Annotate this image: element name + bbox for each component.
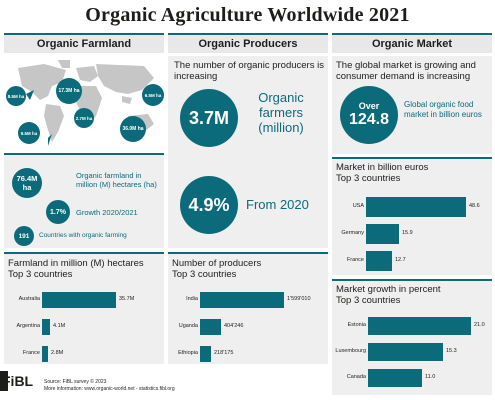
bar [366,224,399,244]
bar-value-label: 48.6 [469,203,480,209]
bar-category-label: Ethiopia [178,350,198,356]
map-bubble-latin-america: 9.5M ha [18,122,40,144]
footer-source: Source: FiBL survey © 2023 [44,379,107,385]
market-chart1-subtitle: Top 3 countries [336,173,401,184]
land-chart-subtitle: Top 3 countries [8,269,73,280]
bar-value-label: 404'246 [224,323,244,329]
market-panel: The global market is growing and consume… [332,56,492,154]
producers-growth-text: From 2020 [246,197,309,212]
hectares-circle: 76.4M ha [12,168,42,198]
column-header-land: Organic Farmland [4,33,164,53]
land-chart-title: Farmland in million (M) hectares [8,258,144,269]
bar-value-label: 218'175 [214,350,234,356]
producers-intro: The number of organic producers is incre… [174,60,324,82]
hectares-text: Organic farmland in million (M) hectares… [76,171,157,189]
bar [42,346,48,362]
bar [366,197,466,217]
bar-category-label: Canada [346,374,366,380]
market-chart2-title: Market growth in percent [336,284,441,295]
bar-category-label: USA [352,203,364,209]
bar-category-label: France [22,350,40,356]
market-chart2-subtitle: Top 3 countries [336,295,401,306]
bar [368,317,471,335]
producers-growth-circle: 4.9% [180,176,238,234]
bar [368,369,422,387]
market-chart2-panel: Market growth in percent Top 3 countries… [332,279,492,395]
market-chart1-panel: Market in billion euros Top 3 countries … [332,157,492,275]
world-map: 8.5M ha 17.3M ha 6.5M ha 9.5M ha 2.7M ha… [4,56,164,150]
producers-panel: The number of organic producers is incre… [168,56,328,248]
column-header-producers: Organic Producers [168,33,328,53]
bar [200,346,211,362]
map-bubble-oceania: 36.0M ha [120,116,146,142]
farmers-text: Organic farmers (million) [258,90,304,135]
bar-value-label: 11.0 [425,374,436,380]
bar [368,343,443,361]
market-value-circle: Over 124.8 [340,86,398,144]
land-stats-panel: 76.4M ha Organic farmland in million (M)… [4,153,164,248]
market-value-text: Global organic food market in billion eu… [404,100,482,119]
producers-chart-subtitle: Top 3 countries [172,269,237,280]
bar-category-label: Germany [341,230,364,236]
bar [366,251,392,271]
bar-value-label: 21.0 [474,322,485,328]
bar-category-label: Estonia [347,322,366,328]
bar-value-label: 1'599'010 [287,296,311,302]
market-bar-chart: USA 48.6 Germany 15.9 France 12.7 [332,157,492,275]
bar-value-label: 15.9 [402,230,413,236]
farmers-circle: 3.7M [180,89,238,147]
producers-bar-chart: India 1'599'010 Uganda 404'246 Ethiopia 218'1… [168,252,328,364]
map-bubble-africa: 2.7M ha [74,108,94,128]
bar-category-label: Luxembourg [335,348,366,354]
fibl-logo: FiBL [0,369,36,393]
map-bubble-europe: 17.3M ha [56,78,82,104]
fibl-logo-text: FiBL [2,373,34,389]
map-bubble-asia: 6.5M ha [142,84,164,106]
column-header-market: Organic Market [332,33,492,53]
footer-info: More information: www.organic-world.net … [44,386,175,392]
bar-category-label: India [186,296,198,302]
producers-chart-title: Number of producers [172,258,262,269]
growth-text: Growth 2020/2021 [76,208,138,217]
growth-circle: 1.7% [46,200,70,224]
bar [200,319,221,335]
market-growth-bar-chart: Estonia 21.0 Luxembourg 15.3 Canada 11.0 [332,279,492,395]
land-bar-chart: Australia 35.7M Argentina 4.1M France 2.8M [4,252,164,364]
bar [42,319,50,335]
bar-value-label: 12.7 [395,257,406,263]
bar-value-label: 4.1M [53,323,66,329]
bar-value-label: 2.8M [51,350,64,356]
market-value: 124.8 [348,111,390,128]
bar-category-label: Uganda [178,323,198,329]
countries-text: Countries with organic farming [39,232,127,239]
page-title: Organic Agriculture Worldwide 2021 [85,4,410,26]
bar [42,292,116,308]
land-chart-panel: Farmland in million (M) hectares Top 3 c… [4,252,164,364]
fibl-logo-icon [0,371,8,391]
market-over-label: Over [358,101,380,111]
market-intro: The global market is growing and consume… [336,60,476,82]
bar-category-label: Australia [18,296,40,302]
map-bubble-north-america: 8.5M ha [6,86,26,106]
bar [200,292,284,308]
producers-chart-panel: Number of producers Top 3 countries Indi… [168,252,328,364]
bar-category-label: France [346,257,364,263]
market-chart1-title: Market in billion euros [336,162,429,173]
bar-value-label: 35.7M [119,296,135,302]
bar-category-label: Argentina [16,323,40,329]
countries-circle: 191 [14,226,34,246]
bar-value-label: 15.3 [446,348,457,354]
